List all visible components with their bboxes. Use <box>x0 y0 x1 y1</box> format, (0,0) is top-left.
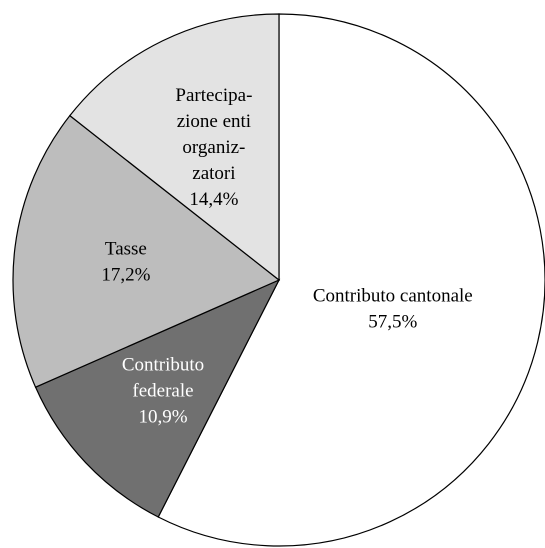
label-partecipazione-enti: Partecipa-zione enti organiz-zatori 14,4% <box>175 85 252 210</box>
slice-percentage: 14,4% <box>189 189 238 210</box>
label-tasse: Tasse 17,2% <box>101 239 150 286</box>
slice-label-line: zione enti <box>177 111 251 132</box>
pie-slices <box>12 13 545 547</box>
slice-label-line: Partecipa- <box>175 85 252 106</box>
slice-contributo-federale <box>34 278 281 518</box>
slice-percentage: 57,5% <box>368 311 417 332</box>
slice-label-line: Tasse <box>105 239 147 260</box>
slice-label-line: organiz- <box>182 137 245 158</box>
slice-percentage: 17,2% <box>101 265 150 286</box>
slice-label-line: Contributo <box>122 355 204 376</box>
slice-tasse <box>12 114 281 388</box>
slice-partecipazione-enti <box>69 13 280 282</box>
label-contributo-cantonale: Contributo cantonale 57,5% <box>313 285 473 332</box>
pie-labels: Contributo cantonale 57,5% Contributo feder… <box>101 85 472 428</box>
slice-label-line: federale <box>132 381 193 402</box>
slice-percentage: 10,9% <box>138 407 187 428</box>
slice-contributo-cantonale <box>157 13 545 547</box>
slice-label-line: Contributo cantonale <box>313 285 473 306</box>
slice-label-line: zatori <box>192 163 235 184</box>
label-contributo-federale: Contributo federale 10,9% <box>122 355 204 428</box>
